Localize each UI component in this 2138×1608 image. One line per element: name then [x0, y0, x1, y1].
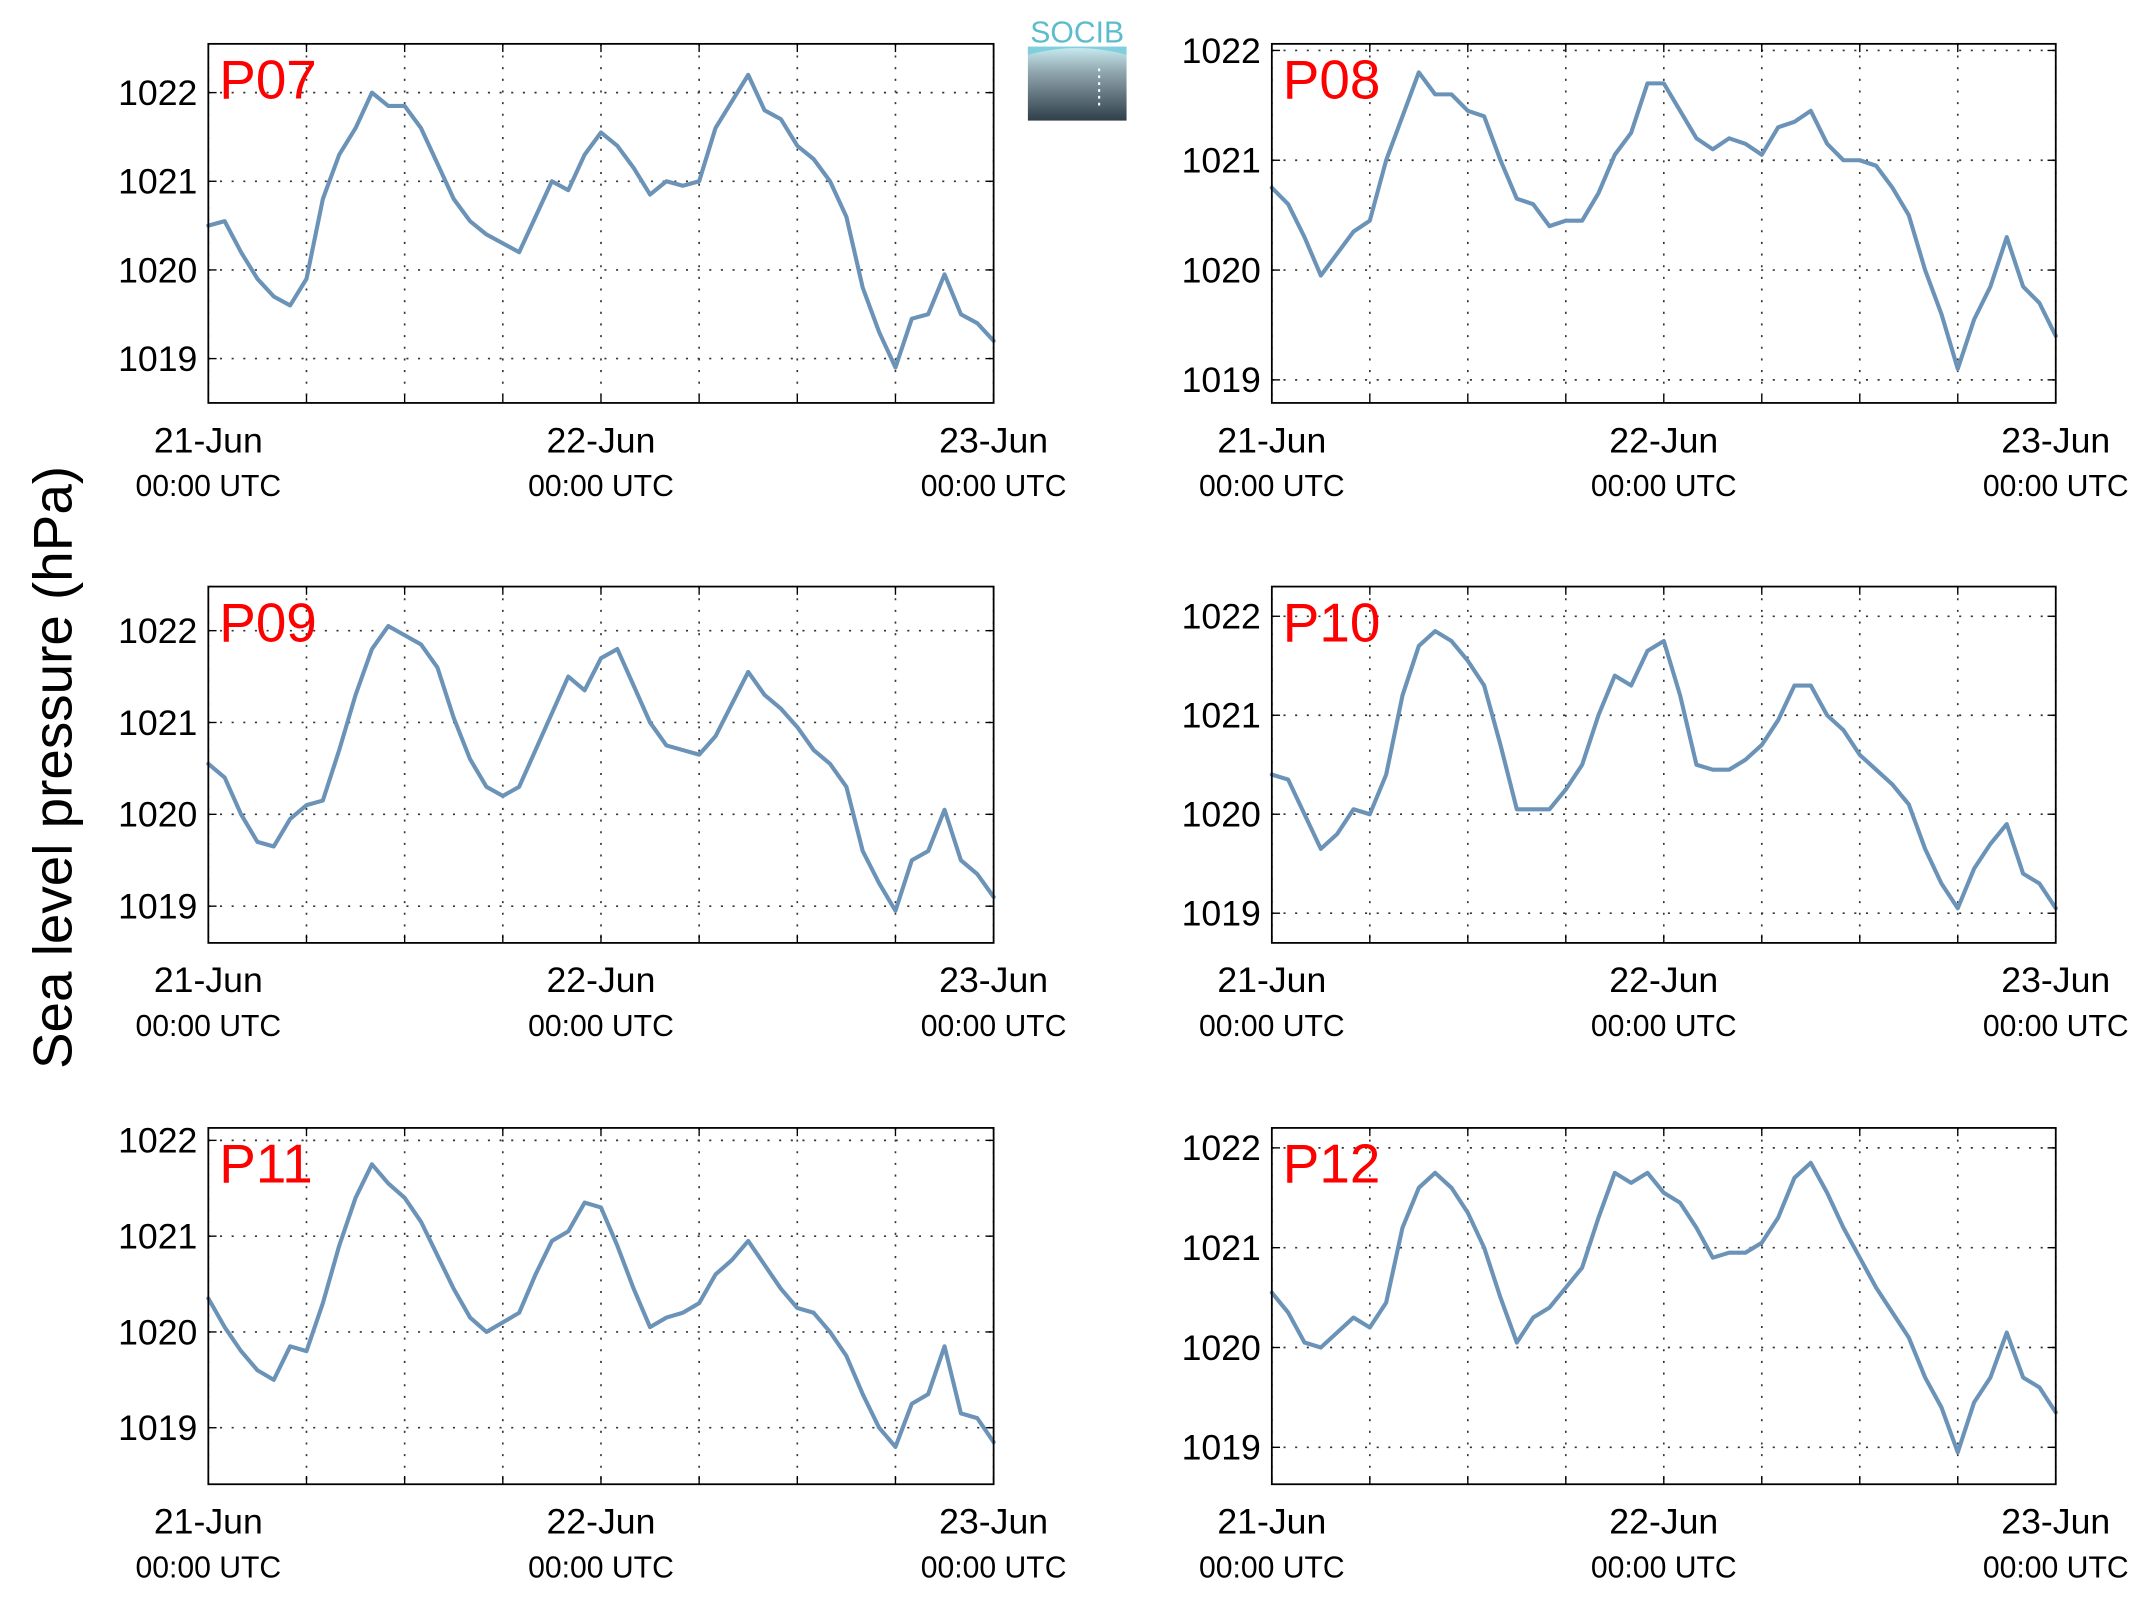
x-tick-label: 22-Jun	[547, 420, 656, 460]
x-tick-sublabel: 00:00 UTC	[1983, 470, 2129, 503]
panel: 1019 1020 1021 1022 21-Jun 00:00 UTC 22-Jun 00:…	[1182, 585, 2129, 1043]
x-tick-sublabel: 00:00 UTC	[1199, 470, 1345, 503]
x-tick-label: 21-Jun	[1217, 960, 1326, 1000]
plot-area	[208, 43, 994, 403]
data-line	[1269, 629, 2058, 911]
logo-wave	[1027, 46, 1127, 55]
y-tick-label: 1020	[118, 1312, 197, 1352]
axes-frame	[1270, 1127, 2057, 1486]
y-tick-label: 1022	[1182, 1128, 1261, 1168]
y-tick-label: 1019	[1182, 894, 1261, 934]
y-tick-label: 1019	[118, 1408, 197, 1448]
panel: 1019 1020 1021 1022 21-Jun 00:00 UTC 22-Jun 00:…	[118, 42, 1067, 503]
panel-title: P09	[219, 591, 316, 653]
y-tick-label: 1021	[118, 703, 197, 743]
axes-frame	[207, 42, 995, 404]
panel-title: P12	[1283, 1133, 1381, 1195]
x-tick-label: 23-Jun	[2001, 960, 2110, 1000]
panel: 1019 1020 1021 1022 21-Jun 00:00 UTC 22-Jun 00:…	[118, 1121, 1066, 1585]
y-tick-label: 1022	[1182, 597, 1261, 637]
axes-frame	[1270, 585, 2057, 944]
logo: SOCIB	[1027, 16, 1127, 121]
panel-title: P08	[1283, 49, 1381, 111]
x-tick-label: 22-Jun	[1609, 1502, 1718, 1542]
x-tick-label: 23-Jun	[939, 960, 1048, 1000]
x-tick-label: 21-Jun	[154, 960, 263, 1000]
plot-area	[1271, 43, 2056, 403]
y-tick-label: 1020	[118, 795, 197, 835]
x-tick-label: 23-Jun	[939, 420, 1048, 460]
x-tick-label: 23-Jun	[939, 1502, 1048, 1542]
data-line	[206, 1162, 996, 1449]
panel-title: P10	[1283, 591, 1381, 653]
y-tick-label: 1022	[118, 73, 197, 113]
logo-text: SOCIB	[1030, 16, 1124, 49]
x-tick-label: 22-Jun	[1609, 960, 1718, 1000]
y-tick-label: 1022	[118, 1121, 197, 1161]
data-line	[1269, 1160, 2058, 1455]
x-tick-sublabel: 00:00 UTC	[1199, 1551, 1345, 1584]
y-tick-label: 1021	[118, 1216, 197, 1256]
y-tick-label: 1021	[1182, 141, 1261, 181]
y-tick-label: 1020	[1182, 795, 1261, 835]
axes-frame	[207, 585, 995, 944]
y-tick-label: 1020	[118, 250, 197, 290]
x-tick-sublabel: 00:00 UTC	[135, 1551, 281, 1584]
x-tick-sublabel: 00:00 UTC	[528, 470, 674, 503]
x-tick-sublabel: 00:00 UTC	[1199, 1010, 1345, 1043]
y-tick-label: 1019	[1182, 360, 1261, 400]
x-tick-sublabel: 00:00 UTC	[921, 1551, 1067, 1584]
x-tick-label: 21-Jun	[154, 1502, 263, 1542]
x-tick-label: 23-Jun	[2001, 420, 2110, 460]
axes-frame	[207, 1127, 995, 1486]
y-tick-label: 1022	[118, 611, 197, 651]
x-tick-sublabel: 00:00 UTC	[1983, 1551, 2129, 1584]
panel: 1019 1020 1021 1022 21-Jun 00:00 UTC 22-Jun 00:…	[118, 585, 1067, 1043]
y-tick-label: 1019	[118, 339, 197, 379]
data-line	[1269, 70, 2058, 371]
panel: 1019 1020 1021 1022 21-Jun 00:00 UTC 22-Jun 00:…	[1182, 31, 2129, 503]
panel: 1019 1020 1021 1022 21-Jun 00:00 UTC 22-Jun 00:…	[1182, 1127, 2129, 1584]
y-axis-label: Sea level pressure (hPa)	[21, 466, 83, 1069]
x-tick-label: 21-Jun	[1217, 1502, 1326, 1542]
data-line	[206, 623, 996, 913]
x-tick-sublabel: 00:00 UTC	[528, 1010, 674, 1043]
x-tick-label: 22-Jun	[547, 1502, 656, 1542]
x-tick-sublabel: 00:00 UTC	[135, 470, 281, 503]
y-tick-label: 1019	[118, 886, 197, 926]
panel-title: P11	[219, 1133, 312, 1195]
y-tick-label: 1020	[1182, 1328, 1261, 1368]
x-tick-sublabel: 00:00 UTC	[528, 1551, 674, 1584]
x-tick-sublabel: 00:00 UTC	[921, 1010, 1067, 1043]
x-tick-label: 23-Jun	[2001, 1502, 2110, 1542]
x-tick-sublabel: 00:00 UTC	[921, 470, 1067, 503]
x-tick-label: 22-Jun	[547, 960, 656, 1000]
y-tick-label: 1021	[1182, 696, 1261, 736]
x-tick-sublabel: 00:00 UTC	[1983, 1010, 2129, 1043]
x-tick-label: 21-Jun	[154, 420, 263, 460]
x-tick-label: 22-Jun	[1609, 420, 1718, 460]
data-line	[206, 72, 996, 370]
axes-frame	[1270, 42, 2057, 404]
y-tick-label: 1020	[1182, 250, 1261, 290]
x-tick-label: 21-Jun	[1217, 420, 1326, 460]
logo-block	[1027, 46, 1127, 121]
panel-title: P07	[219, 49, 316, 111]
x-tick-sublabel: 00:00 UTC	[1591, 1551, 1737, 1584]
y-tick-label: 1019	[1182, 1428, 1261, 1468]
x-tick-sublabel: 00:00 UTC	[1591, 1010, 1737, 1043]
y-tick-label: 1021	[118, 162, 197, 202]
y-tick-label: 1022	[1182, 31, 1261, 71]
y-tick-label: 1021	[1182, 1228, 1261, 1268]
x-tick-sublabel: 00:00 UTC	[135, 1010, 281, 1043]
x-tick-sublabel: 00:00 UTC	[1591, 470, 1737, 503]
